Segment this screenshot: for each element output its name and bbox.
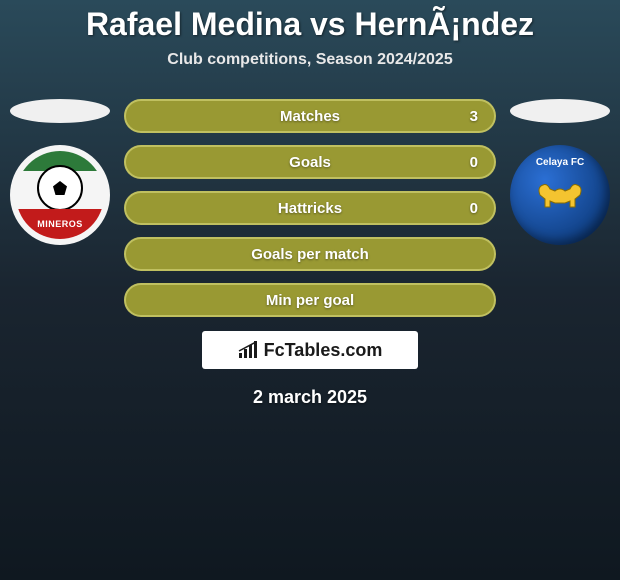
comparison-area: MINEROS Matches 3 Goals 0 Hattricks 0 Go… xyxy=(0,99,620,317)
page-title: Rafael Medina vs HernÃ¡ndez xyxy=(0,0,620,43)
stat-right-value: 3 xyxy=(470,108,478,125)
stat-right-value: 0 xyxy=(470,200,478,217)
stat-label: Goals xyxy=(289,154,331,171)
stat-row: Min per goal xyxy=(124,283,496,317)
stat-label: Matches xyxy=(280,108,340,125)
left-country-flag-icon xyxy=(10,99,110,123)
right-country-flag-icon xyxy=(510,99,610,123)
stat-row: Hattricks 0 xyxy=(124,191,496,225)
stat-label: Min per goal xyxy=(266,292,354,309)
stat-label: Goals per match xyxy=(251,246,369,263)
left-club-badge-icon: MINEROS xyxy=(10,145,110,245)
stats-column: Matches 3 Goals 0 Hattricks 0 Goals per … xyxy=(124,99,496,317)
right-club-name: Celaya FC xyxy=(510,157,610,168)
stat-row: Matches 3 xyxy=(124,99,496,133)
chart-icon xyxy=(238,341,260,359)
page-subtitle: Club competitions, Season 2024/2025 xyxy=(0,51,620,69)
right-player-col: Celaya FC xyxy=(508,99,612,245)
left-club-name: MINEROS xyxy=(16,209,104,239)
brand-text: FcTables.com xyxy=(264,340,383,361)
brand-watermark[interactable]: FcTables.com xyxy=(202,331,418,369)
right-club-badge-icon: Celaya FC xyxy=(510,145,610,245)
footer-date: 2 march 2025 xyxy=(0,387,620,408)
stat-right-value: 0 xyxy=(470,154,478,171)
left-player-col: MINEROS xyxy=(8,99,112,245)
stat-row: Goals per match xyxy=(124,237,496,271)
stat-label: Hattricks xyxy=(278,200,342,217)
stat-row: Goals 0 xyxy=(124,145,496,179)
bull-icon xyxy=(535,177,585,213)
